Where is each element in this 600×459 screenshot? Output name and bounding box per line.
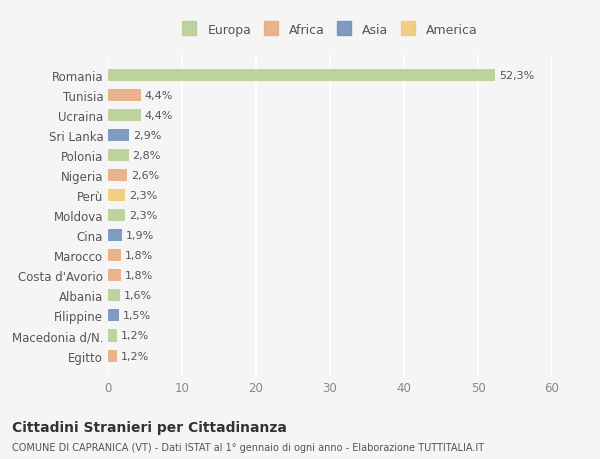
- Bar: [108, 350, 117, 362]
- Text: 4,4%: 4,4%: [144, 111, 173, 121]
- Text: 1,5%: 1,5%: [123, 311, 151, 321]
- Text: 52,3%: 52,3%: [499, 71, 534, 81]
- Text: Cittadini Stranieri per Cittadinanza: Cittadini Stranieri per Cittadinanza: [12, 420, 287, 435]
- Text: 1,2%: 1,2%: [121, 331, 149, 341]
- Text: 2,3%: 2,3%: [129, 211, 157, 221]
- Bar: [108, 190, 125, 202]
- Text: 1,2%: 1,2%: [121, 351, 149, 361]
- Bar: [108, 330, 117, 342]
- Text: 2,9%: 2,9%: [133, 131, 161, 141]
- Text: 2,3%: 2,3%: [129, 191, 157, 201]
- Bar: [108, 130, 130, 142]
- Bar: [108, 250, 121, 262]
- Text: 1,8%: 1,8%: [125, 271, 153, 281]
- Bar: [108, 150, 129, 162]
- Bar: [108, 270, 121, 282]
- Text: COMUNE DI CAPRANICA (VT) - Dati ISTAT al 1° gennaio di ogni anno - Elaborazione : COMUNE DI CAPRANICA (VT) - Dati ISTAT al…: [12, 442, 484, 452]
- Bar: [108, 290, 120, 302]
- Bar: [108, 110, 140, 122]
- Text: 2,6%: 2,6%: [131, 171, 159, 181]
- Bar: [108, 70, 495, 82]
- Bar: [108, 230, 122, 242]
- Text: 1,8%: 1,8%: [125, 251, 153, 261]
- Bar: [108, 90, 140, 102]
- Bar: [108, 310, 119, 322]
- Bar: [108, 170, 127, 182]
- Text: 4,4%: 4,4%: [144, 91, 173, 101]
- Bar: [108, 210, 125, 222]
- Legend: Europa, Africa, Asia, America: Europa, Africa, Asia, America: [179, 20, 481, 41]
- Text: 1,9%: 1,9%: [126, 231, 154, 241]
- Text: 2,8%: 2,8%: [133, 151, 161, 161]
- Text: 1,6%: 1,6%: [124, 291, 152, 301]
